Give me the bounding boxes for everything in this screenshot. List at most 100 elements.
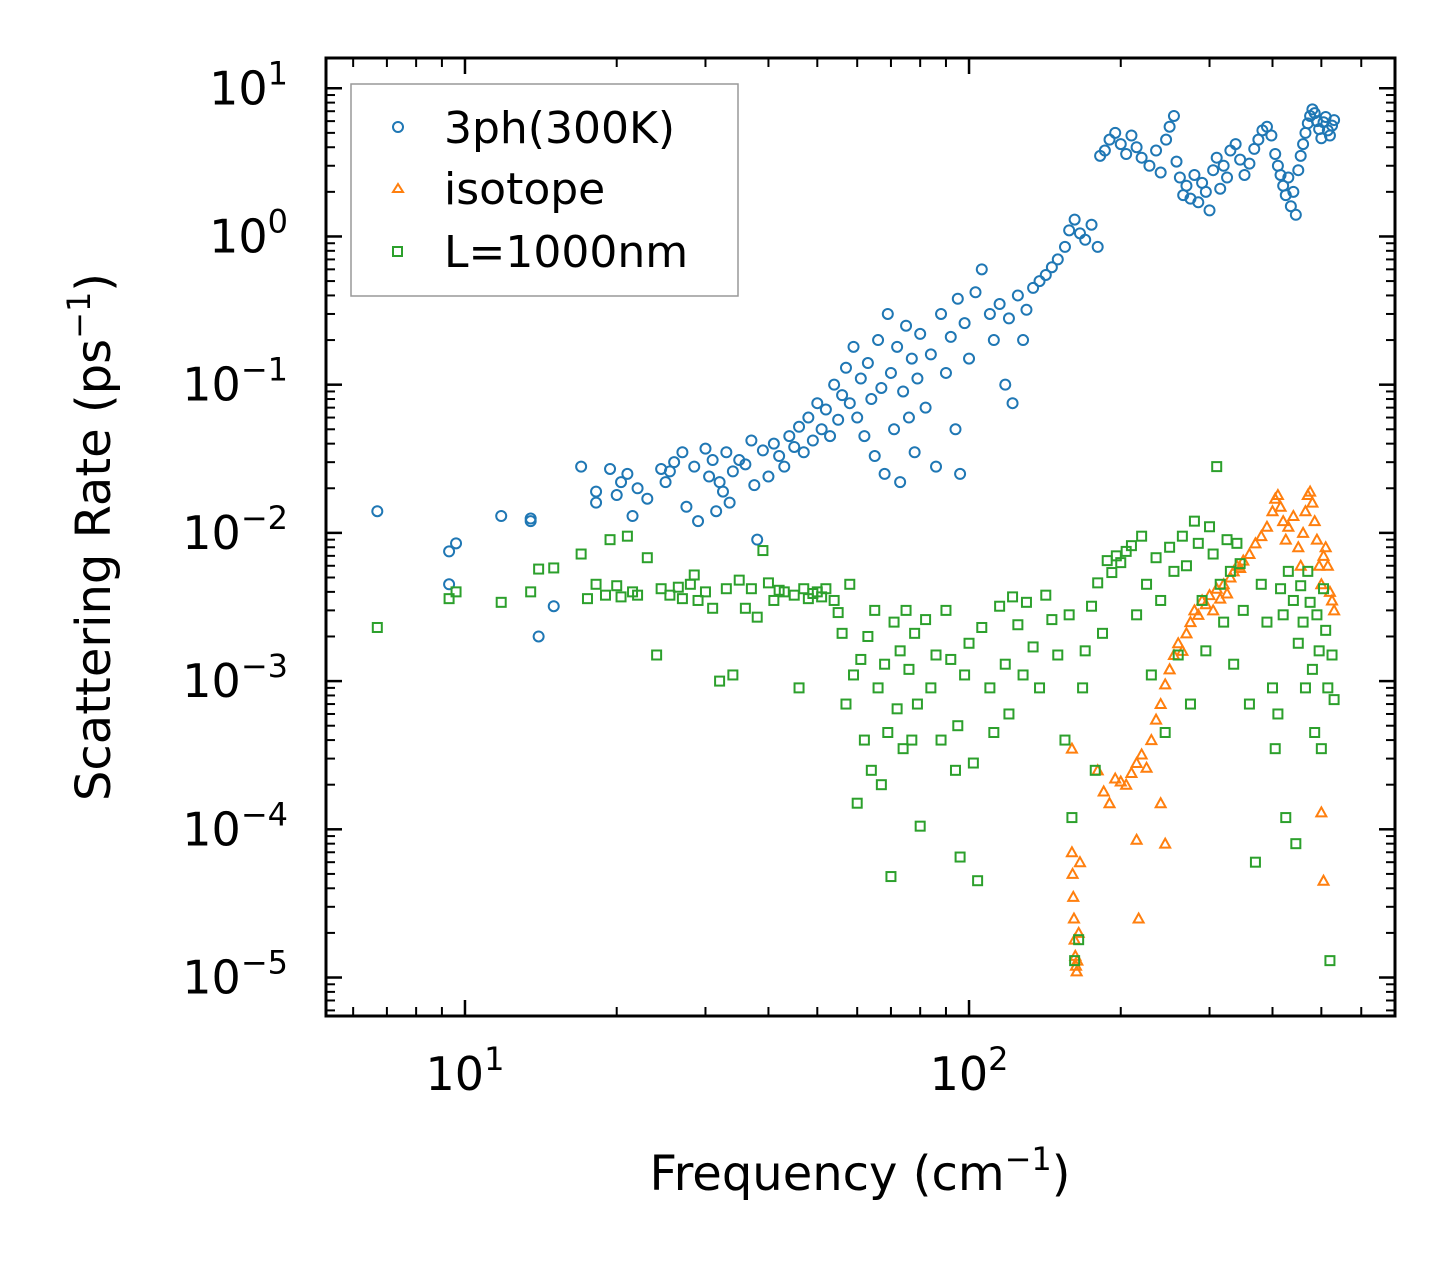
point-3ph [1002,312,1015,325]
point-isotope [1312,558,1326,571]
point-isotope [1254,529,1268,542]
point-3ph [1160,133,1173,146]
point-3ph [843,397,856,410]
point-l1000nm [651,649,663,661]
point-isotope [1187,603,1202,616]
y-tick-label: 10−1 [182,351,288,412]
point-l1000nm [632,589,644,601]
point-3ph [720,446,733,459]
point-3ph [832,413,845,426]
legend-label-l1000: L=1000nm [444,227,688,278]
point-l1000nm [1125,540,1137,552]
point-l1000nm [655,583,667,595]
point-3ph [703,470,716,483]
point-3ph [1051,253,1064,266]
point-3ph [1279,189,1292,202]
point-isotope [1158,836,1172,849]
point-3ph [811,397,824,410]
point-3ph [902,411,915,424]
point-3ph [767,437,780,450]
point-3ph [788,440,801,453]
point-l1000nm [940,604,952,616]
point-l1000nm [858,734,870,746]
point-3ph [773,450,786,463]
point-3ph [1214,182,1227,195]
point-l1000nm [1243,698,1255,710]
point-3ph [631,482,644,495]
point-l1000nm [930,649,942,661]
point-3ph [1287,185,1300,198]
point-l1000nm [615,591,627,603]
point-l1000nm [762,577,774,589]
legend-marker-isotope [391,182,405,193]
point-3ph [1284,200,1297,213]
point-3ph [726,465,739,478]
point-isotope [1153,696,1168,710]
point-3ph [1326,119,1339,132]
point-l1000nm [692,594,704,606]
point-l1000nm [1318,583,1330,595]
point-l1000nm [909,627,921,639]
point-3ph [723,496,736,509]
tick-labels: 101 102 101 100 10−1 10−2 10−3 10−4 10−5 [182,54,1008,1101]
point-3ph [963,352,976,365]
point-l1000nm [1034,682,1046,694]
point-l1000nm [1192,537,1204,549]
point-l1000nm [959,669,971,681]
point-l1000nm [1155,594,1167,606]
point-l1000nm [1073,934,1085,946]
point-3ph [865,393,878,406]
point-3ph [935,307,948,320]
point-isotope [1191,607,1205,620]
point-l1000nm [1280,812,1292,824]
point-3ph [1180,179,1193,192]
point-3ph [924,348,937,361]
point-l1000nm [1086,600,1098,612]
point-isotope [1171,636,1185,649]
point-3ph [975,263,988,276]
point-3ph [610,489,623,502]
point-3ph [680,500,693,513]
point-l1000nm [875,779,887,791]
point-isotope [1071,925,1086,938]
point-3ph [1143,159,1156,172]
point-3ph [1274,168,1287,181]
point-isotope [1149,712,1163,725]
point-l1000nm [832,607,844,619]
point-isotope [1294,558,1308,571]
point-l1000nm [1168,565,1180,577]
point-isotope [1316,548,1331,561]
point-3ph [1188,168,1201,181]
point-l1000nm [1290,838,1302,850]
point-l1000nm [914,820,926,832]
legend: 3ph(300K) isotope L=1000nm [350,83,739,297]
point-isotope [1291,540,1305,553]
point-3ph [532,630,545,643]
point-l1000nm [1184,698,1196,710]
point-3ph [914,327,927,340]
point-3ph [797,446,810,459]
point-3ph [919,401,932,414]
point-3ph [668,456,681,469]
point-l1000nm [1292,637,1304,649]
point-l1000nm [972,875,984,887]
point-3ph [659,476,672,489]
point-l1000nm [1159,726,1171,738]
point-3ph [854,372,867,385]
point-l1000nm [1052,649,1064,661]
point-isotope [1223,570,1238,583]
point-isotope [1202,588,1217,601]
point-l1000nm [848,669,860,681]
point-3ph [1114,138,1127,151]
point-l1000nm [1304,596,1316,608]
y-axis-label: Scattering Rate (ps−1) [60,273,122,801]
point-l1000nm [751,611,763,623]
point-3ph [1098,144,1111,157]
point-l1000nm [1299,682,1311,694]
legend-marker-l1000 [392,246,403,257]
point-l1000nm [745,583,757,595]
point-3ph [1039,268,1052,281]
point-isotope [1303,484,1317,497]
point-l1000nm [1297,616,1309,628]
